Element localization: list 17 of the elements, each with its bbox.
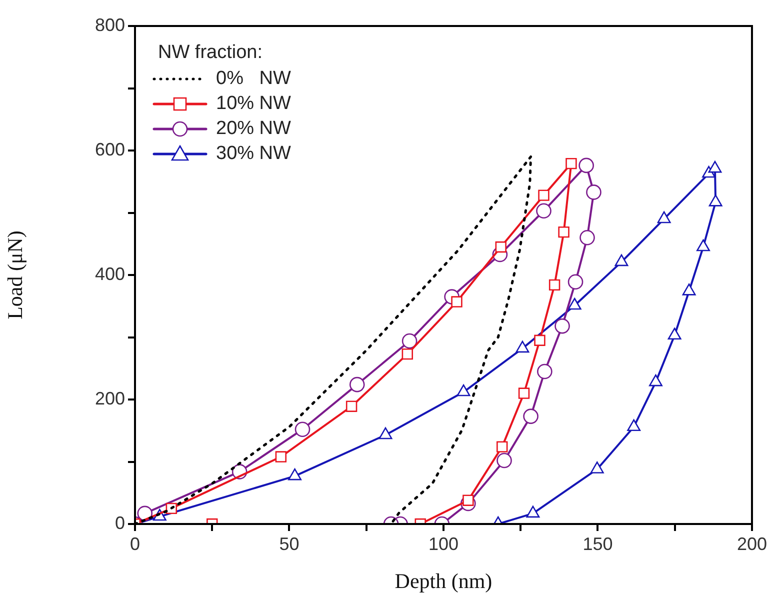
- x-tick-label: 150: [582, 534, 613, 554]
- y-tick-label: 800: [94, 14, 125, 35]
- legend-label: 20% NW: [216, 118, 291, 140]
- x-tick-label: 100: [428, 534, 459, 554]
- y-tick-label: 400: [94, 264, 125, 284]
- x-axis-title: Depth (nm): [394, 568, 492, 593]
- y-tick-label: 600: [94, 139, 125, 160]
- legend-label: 30% NW: [216, 142, 291, 164]
- legend-label: 0% NW: [216, 68, 291, 90]
- y-tick-label: 200: [94, 388, 125, 408]
- x-tick-label: 0: [130, 534, 140, 554]
- y-tick-label: 0: [114, 512, 125, 533]
- y-axis-title: Load (μN): [3, 230, 28, 320]
- legend-title: NW fraction:: [158, 42, 264, 64]
- x-tick-label: 200: [736, 534, 768, 554]
- legend-label: 10% NW: [216, 92, 291, 114]
- x-tick-label: 50: [279, 534, 300, 554]
